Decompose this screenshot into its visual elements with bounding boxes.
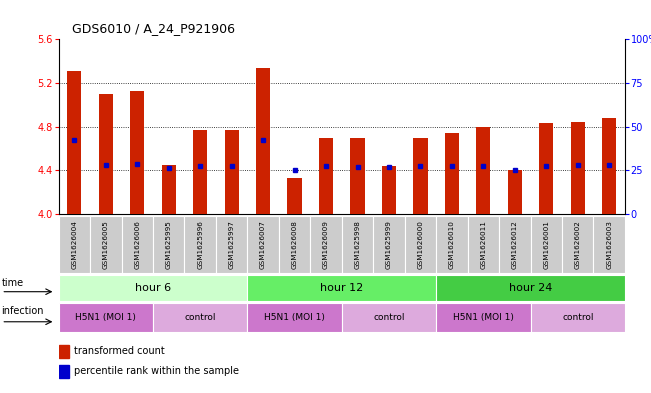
Text: GSM1626010: GSM1626010 [449,220,455,269]
Text: GSM1626005: GSM1626005 [103,220,109,269]
Bar [405,216,436,273]
Bar [288,178,301,214]
Text: control: control [562,313,594,322]
Text: percentile rank within the sample: percentile rank within the sample [74,366,239,376]
Text: GSM1626008: GSM1626008 [292,220,298,269]
Bar [602,118,616,214]
Text: GSM1625997: GSM1625997 [229,220,234,269]
Bar [153,216,184,273]
Bar [436,303,531,332]
Bar [59,365,69,378]
Text: H5N1 (MOI 1): H5N1 (MOI 1) [453,313,514,322]
Bar [571,122,585,214]
Bar [225,130,239,214]
Bar [122,216,153,273]
Text: H5N1 (MOI 1): H5N1 (MOI 1) [76,313,136,322]
Bar [539,123,553,214]
Bar [59,275,247,301]
Bar [247,303,342,332]
Text: GSM1626003: GSM1626003 [606,220,612,269]
Text: transformed count: transformed count [74,346,165,356]
Text: GSM1625996: GSM1625996 [197,220,203,269]
Bar [67,71,81,214]
Bar [216,216,247,273]
Bar [373,216,405,273]
Bar [90,216,122,273]
Text: GSM1625998: GSM1625998 [355,220,361,269]
Text: GSM1626012: GSM1626012 [512,220,518,269]
Text: hour 6: hour 6 [135,283,171,293]
Bar [436,275,625,301]
Text: H5N1 (MOI 1): H5N1 (MOI 1) [264,313,325,322]
Bar [279,216,311,273]
Text: GSM1626002: GSM1626002 [575,220,581,269]
Text: control: control [373,313,405,322]
Text: time: time [1,278,23,288]
Bar [467,216,499,273]
Text: GSM1625999: GSM1625999 [386,220,392,269]
Bar [153,303,247,332]
Bar [382,166,396,214]
Bar [59,345,69,358]
Text: GSM1626004: GSM1626004 [72,220,77,269]
Bar [256,68,270,214]
Bar [59,216,90,273]
Bar [319,138,333,214]
Text: control: control [184,313,216,322]
Bar [477,127,490,214]
Bar [342,303,436,332]
Bar [436,216,467,273]
Bar [99,94,113,214]
Bar [184,216,216,273]
Bar [342,216,373,273]
Bar [594,216,625,273]
Bar [531,216,562,273]
Bar [413,138,428,214]
Text: GSM1626001: GSM1626001 [544,220,549,269]
Text: GSM1626007: GSM1626007 [260,220,266,269]
Bar [59,303,153,332]
Text: GDS6010 / A_24_P921906: GDS6010 / A_24_P921906 [72,22,234,35]
Bar [161,165,176,214]
Bar [350,138,365,214]
Text: GSM1626011: GSM1626011 [480,220,486,269]
Bar [562,216,594,273]
Bar [247,216,279,273]
Bar [499,216,531,273]
Text: infection: infection [1,307,44,316]
Text: hour 12: hour 12 [320,283,363,293]
Bar [130,91,145,214]
Bar [531,303,625,332]
Text: GSM1626006: GSM1626006 [134,220,140,269]
Bar [247,275,436,301]
Text: GSM1626009: GSM1626009 [323,220,329,269]
Bar [311,216,342,273]
Text: GSM1625995: GSM1625995 [166,220,172,269]
Bar [193,130,207,214]
Text: hour 24: hour 24 [509,283,552,293]
Text: GSM1626000: GSM1626000 [417,220,423,269]
Bar [445,133,459,214]
Bar [508,171,522,214]
